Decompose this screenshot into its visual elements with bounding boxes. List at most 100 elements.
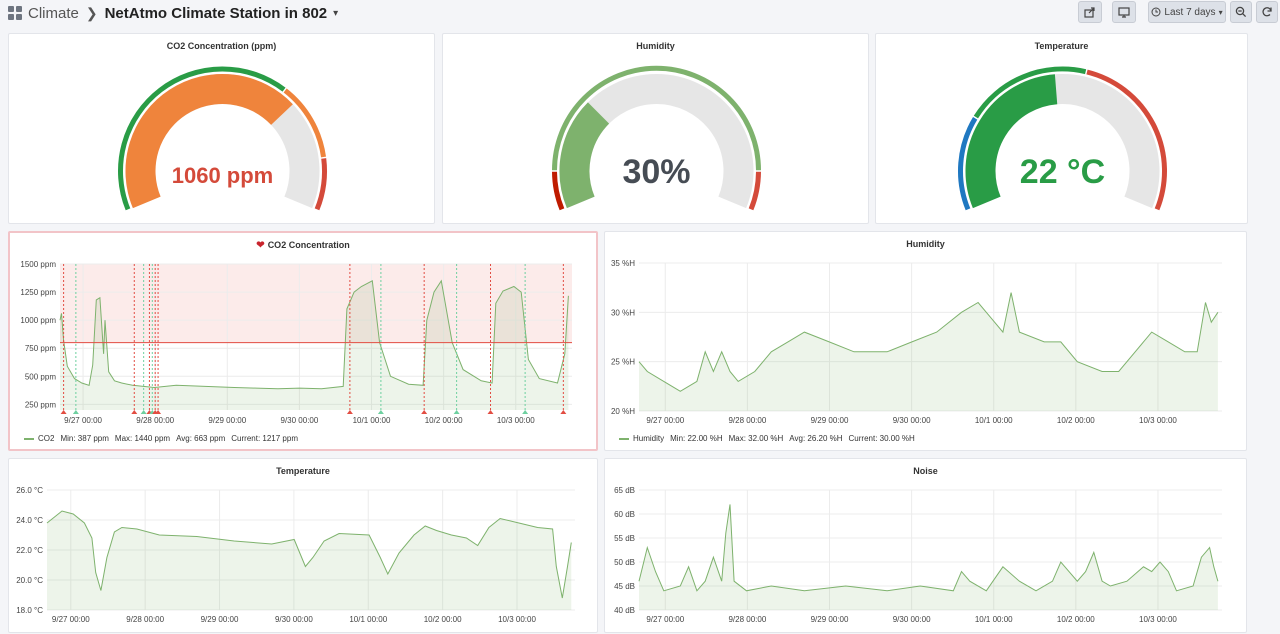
alert-annotation-marker[interactable]	[155, 410, 162, 414]
humidity-gauge-panel[interactable]: Humidity 30%	[442, 33, 869, 224]
alert-annotation-marker[interactable]	[131, 410, 138, 414]
alert-annotation-marker[interactable]	[377, 410, 384, 414]
y-tick-label: 25 %H	[611, 358, 635, 367]
alert-annotation-marker[interactable]	[453, 410, 460, 414]
gauge-threshold-band	[957, 117, 978, 211]
alert-annotation-marker[interactable]	[421, 410, 428, 414]
y-tick-label: 18.0 °C	[16, 606, 43, 615]
zoom-out-icon	[1235, 6, 1247, 18]
alert-annotation-marker[interactable]	[140, 410, 147, 414]
caret-down-icon[interactable]: ▾	[333, 7, 339, 19]
alert-heart-icon[interactable]: ❤	[256, 240, 265, 251]
co2-gauge-panel[interactable]: CO2 Concentration (ppm) 1060 ppm	[8, 33, 435, 224]
alert-annotation-marker[interactable]	[60, 410, 67, 414]
x-tick-label: 9/30 00:00	[281, 416, 319, 425]
x-tick-label: 10/2 00:00	[1057, 615, 1095, 624]
dashboard-title[interactable]: NetAtmo Climate Station in 802	[104, 4, 328, 22]
y-tick-label: 50 dB	[614, 558, 635, 567]
y-tick-label: 55 dB	[614, 534, 635, 543]
panel-title-text: CO2 Concentration	[267, 240, 350, 250]
x-tick-label: 10/3 00:00	[498, 615, 536, 624]
x-tick-label: 9/27 00:00	[64, 416, 102, 425]
alert-annotation-marker[interactable]	[560, 410, 567, 414]
gauge-threshold-band	[748, 171, 761, 211]
panel-title: Humidity	[906, 239, 945, 249]
x-tick-label: 9/27 00:00	[646, 416, 684, 425]
panel-title: Temperature	[1034, 41, 1089, 51]
chevron-right-icon: ❯	[85, 4, 98, 21]
co2-graph-panel[interactable]: ❤ CO2 Concentration 1500 ppm 1250 ppm 1000 …	[8, 231, 598, 451]
y-tick-label: 20.0 °C	[16, 576, 43, 585]
x-tick-label: 10/1 00:00	[349, 615, 387, 624]
x-tick-label: 9/29 00:00	[208, 416, 246, 425]
legend-max: Max: 1440 ppm	[114, 434, 171, 443]
legend-series[interactable]: CO2	[38, 434, 55, 443]
gauge-value-text: 30%	[622, 153, 690, 191]
x-tick-label: 9/30 00:00	[893, 615, 931, 624]
zoom-out-button[interactable]	[1230, 1, 1252, 23]
x-tick-label: 9/27 00:00	[646, 615, 684, 624]
legend-avg: Avg: 663 ppm	[176, 434, 226, 443]
y-tick-label: 500 ppm	[25, 372, 56, 381]
temperature-gauge-panel[interactable]: Temperature 22 °C	[875, 33, 1248, 224]
series-area	[639, 504, 1218, 610]
time-picker-button[interactable]: Last 7 days ▾	[1148, 1, 1226, 23]
x-tick-label: 9/30 00:00	[893, 416, 931, 425]
threshold-region	[60, 264, 572, 343]
y-tick-label: 65 dB	[614, 486, 635, 495]
series-line[interactable]	[638, 292, 1219, 392]
y-tick-label: 750 ppm	[25, 344, 56, 353]
y-tick-label: 60 dB	[614, 510, 635, 519]
dashboard-navbar: Climate ❯ NetAtmo Climate Station in 802…	[0, 0, 1280, 28]
y-tick-label: 40 dB	[614, 606, 635, 615]
legend-series[interactable]: Humidity	[633, 434, 665, 443]
x-tick-label: 10/2 00:00	[425, 416, 463, 425]
legend-avg: Avg: 26.20 %H	[789, 434, 843, 443]
humidity-graph: 35 %H 30 %H 25 %H 20 %H 9/27 00:00 9/28 00:00…	[611, 259, 1222, 425]
gauge-value-text: 1060 ppm	[172, 163, 274, 188]
x-tick-label: 10/2 00:00	[1057, 416, 1095, 425]
caret-down-icon: ▾	[1218, 7, 1223, 17]
series-line[interactable]	[46, 510, 572, 599]
panel-title: ❤ CO2 Concentration	[10, 240, 596, 251]
noise-graph: 65 dB 60 dB 55 dB 50 dB 45 dB 40 dB 9/27 00:00…	[614, 486, 1222, 624]
noise-graph-panel[interactable]: Noise 65 dB 60 dB 55 dB 50 dB 45 dB 40 dB 9/27…	[604, 458, 1247, 633]
alert-annotation-marker[interactable]	[487, 410, 494, 414]
temperature-graph-panel[interactable]: Temperature 26.0 °C 24.0 °C 22.0 °C 20.0 °C…	[8, 458, 598, 633]
gauge-value-text: 22 °C	[1020, 153, 1105, 191]
alert-annotation-marker[interactable]	[72, 410, 79, 414]
dashboards-grid-icon[interactable]	[8, 6, 22, 20]
legend-swatch	[619, 437, 629, 440]
gauge-threshold-band	[283, 88, 327, 158]
gauge-value-arc	[965, 74, 1058, 209]
graph-legend: Humidity Min: 22.00 %H Max: 32.00 %H Avg…	[619, 434, 915, 443]
alert-annotation-marker[interactable]	[522, 410, 529, 414]
series-line[interactable]	[638, 504, 1219, 592]
y-tick-label: 1000 ppm	[20, 316, 56, 325]
share-icon	[1084, 7, 1095, 18]
legend-min: Min: 22.00 %H	[670, 434, 723, 443]
x-tick-label: 9/28 00:00	[136, 416, 174, 425]
gauge-threshold-band	[118, 66, 286, 211]
series-line[interactable]	[59, 279, 569, 390]
alert-annotation-marker[interactable]	[346, 410, 353, 414]
tv-mode-button[interactable]	[1112, 1, 1136, 23]
x-tick-label: 10/3 00:00	[497, 416, 535, 425]
co2-graph: 1500 ppm 1250 ppm 1000 ppm 750 ppm 500 ppm 25…	[20, 260, 572, 425]
legend-current: Current: 1217 ppm	[231, 434, 298, 443]
series-area	[639, 292, 1218, 411]
y-tick-label: 1250 ppm	[20, 288, 56, 297]
y-tick-label: 20 %H	[611, 407, 635, 416]
breadcrumb-folder[interactable]: Climate	[28, 4, 79, 22]
humidity-gauge: 30%	[552, 65, 761, 211]
series-area	[60, 280, 569, 410]
x-tick-label: 9/28 00:00	[126, 615, 164, 624]
graph-legend: CO2 Min: 387 ppm Max: 1440 ppm Avg: 663 …	[24, 434, 298, 443]
monitor-icon	[1118, 7, 1130, 18]
share-button[interactable]	[1078, 1, 1102, 23]
y-tick-label: 24.0 °C	[16, 516, 43, 525]
humidity-graph-panel[interactable]: Humidity 35 %H 30 %H 25 %H 20 %H 9/27 00:00 9…	[604, 231, 1247, 451]
refresh-icon	[1262, 7, 1272, 17]
refresh-button[interactable]	[1256, 1, 1278, 23]
y-tick-label: 22.0 °C	[16, 546, 43, 555]
